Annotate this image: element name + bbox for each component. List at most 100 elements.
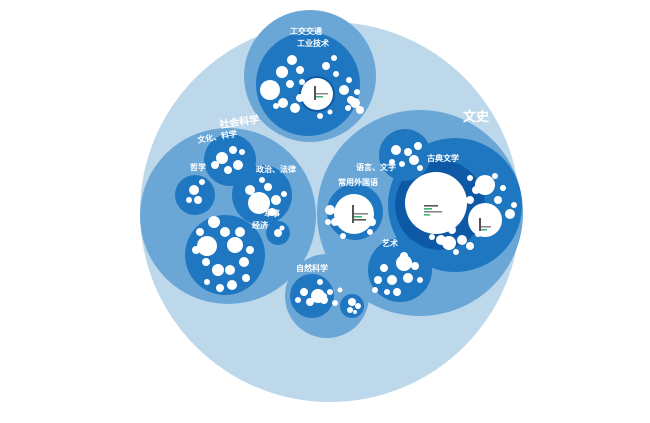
- small-leaf-bubble[interactable]: [409, 155, 419, 165]
- leaf-classic-main[interactable]: [405, 172, 467, 234]
- small-leaf-bubble[interactable]: [216, 284, 224, 292]
- small-leaf-bubble[interactable]: [393, 288, 401, 296]
- small-leaf-bubble[interactable]: [347, 307, 353, 313]
- small-leaf-bubble[interactable]: [274, 229, 282, 237]
- social-philosophy-circle[interactable]: [175, 175, 215, 215]
- small-leaf-bubble[interactable]: [384, 289, 390, 295]
- small-leaf-bubble[interactable]: [457, 235, 467, 245]
- small-leaf-bubble[interactable]: [242, 274, 250, 282]
- small-leaf-bubble[interactable]: [345, 105, 351, 111]
- small-leaf-bubble[interactable]: [227, 280, 237, 290]
- small-leaf-bubble[interactable]: [239, 149, 245, 155]
- small-leaf-bubble[interactable]: [220, 227, 230, 237]
- lit-art-circle[interactable]: [368, 238, 432, 302]
- small-leaf-bubble[interactable]: [325, 205, 335, 215]
- small-leaf-bubble[interactable]: [417, 165, 423, 171]
- small-leaf-bubble[interactable]: [350, 98, 360, 108]
- small-leaf-bubble[interactable]: [300, 288, 308, 296]
- small-leaf-bubble[interactable]: [414, 142, 422, 150]
- small-leaf-bubble[interactable]: [448, 226, 456, 234]
- small-leaf-bubble[interactable]: [354, 89, 360, 95]
- small-leaf-bubble[interactable]: [400, 252, 408, 260]
- small-leaf-bubble[interactable]: [391, 145, 401, 155]
- small-leaf-bubble[interactable]: [229, 146, 237, 154]
- small-leaf-bubble[interactable]: [211, 161, 219, 169]
- small-leaf-bubble[interactable]: [403, 273, 413, 283]
- small-leaf-bubble[interactable]: [489, 207, 495, 213]
- lit-language-circle[interactable]: [379, 129, 431, 181]
- small-leaf-bubble[interactable]: [332, 300, 338, 306]
- small-leaf-bubble[interactable]: [296, 94, 304, 102]
- small-leaf-bubble[interactable]: [216, 152, 228, 164]
- small-leaf-bubble[interactable]: [436, 235, 446, 245]
- small-leaf-bubble[interactable]: [372, 287, 378, 293]
- small-leaf-bubble[interactable]: [273, 103, 279, 109]
- small-leaf-bubble[interactable]: [467, 175, 473, 181]
- small-leaf-bubble[interactable]: [429, 234, 435, 240]
- small-leaf-bubble[interactable]: [322, 62, 330, 70]
- small-leaf-bubble[interactable]: [192, 246, 200, 254]
- small-leaf-bubble[interactable]: [356, 106, 364, 114]
- small-leaf-bubble[interactable]: [186, 197, 192, 203]
- small-leaf-bubble[interactable]: [317, 279, 323, 285]
- leaf-politics-main[interactable]: [248, 192, 270, 214]
- small-leaf-bubble[interactable]: [346, 77, 352, 83]
- small-leaf-bubble[interactable]: [194, 196, 202, 204]
- small-leaf-bubble[interactable]: [196, 228, 204, 236]
- small-leaf-bubble[interactable]: [411, 262, 419, 270]
- small-leaf-bubble[interactable]: [331, 218, 339, 226]
- small-leaf-bubble[interactable]: [417, 277, 423, 283]
- small-leaf-bubble[interactable]: [325, 219, 331, 225]
- small-leaf-bubble[interactable]: [331, 55, 337, 61]
- small-leaf-bubble[interactable]: [317, 113, 323, 119]
- small-leaf-bubble[interactable]: [404, 148, 412, 156]
- small-leaf-bubble[interactable]: [494, 196, 502, 204]
- small-leaf-bubble[interactable]: [355, 303, 361, 309]
- small-leaf-bubble[interactable]: [380, 264, 388, 272]
- small-leaf-bubble[interactable]: [374, 276, 382, 284]
- small-leaf-bubble[interactable]: [204, 279, 210, 285]
- small-leaf-bubble[interactable]: [235, 227, 245, 237]
- leaf-economy-main[interactable]: [197, 236, 217, 256]
- small-leaf-bubble[interactable]: [367, 229, 373, 235]
- small-leaf-bubble[interactable]: [296, 66, 304, 74]
- small-leaf-bubble[interactable]: [233, 160, 243, 170]
- small-leaf-bubble[interactable]: [348, 298, 356, 306]
- small-leaf-bubble[interactable]: [511, 202, 517, 208]
- small-leaf-bubble[interactable]: [340, 233, 346, 239]
- small-leaf-bubble[interactable]: [500, 185, 506, 191]
- small-leaf-bubble[interactable]: [264, 183, 272, 191]
- leaf-classic-side[interactable]: [468, 203, 502, 237]
- small-leaf-bubble[interactable]: [279, 225, 285, 231]
- small-leaf-bubble[interactable]: [202, 258, 210, 266]
- small-leaf-bubble[interactable]: [387, 275, 397, 285]
- small-leaf-bubble[interactable]: [199, 179, 205, 185]
- leaf-industry-left[interactable]: [260, 80, 280, 100]
- small-leaf-bubble[interactable]: [389, 159, 395, 165]
- small-leaf-bubble[interactable]: [287, 55, 297, 65]
- small-leaf-bubble[interactable]: [246, 246, 254, 254]
- leaf-art[interactable]: [396, 255, 412, 271]
- small-leaf-bubble[interactable]: [259, 177, 265, 183]
- small-leaf-bubble[interactable]: [268, 208, 276, 216]
- small-leaf-bubble[interactable]: [472, 186, 480, 194]
- small-leaf-bubble[interactable]: [245, 185, 255, 195]
- small-leaf-bubble[interactable]: [505, 209, 515, 219]
- small-leaf-bubble[interactable]: [224, 166, 232, 174]
- small-leaf-bubble[interactable]: [453, 249, 459, 255]
- small-leaf-bubble[interactable]: [466, 242, 474, 250]
- small-leaf-bubble[interactable]: [290, 103, 300, 113]
- small-leaf-bubble[interactable]: [239, 257, 249, 267]
- small-leaf-bubble[interactable]: [327, 109, 333, 115]
- small-leaf-bubble[interactable]: [492, 173, 498, 179]
- small-leaf-bubble[interactable]: [321, 293, 327, 299]
- small-leaf-bubble[interactable]: [466, 196, 474, 204]
- small-leaf-bubble[interactable]: [299, 79, 305, 85]
- small-leaf-bubble[interactable]: [333, 71, 339, 77]
- small-leaf-bubble[interactable]: [278, 98, 288, 108]
- small-leaf-bubble[interactable]: [353, 310, 357, 314]
- small-leaf-bubble[interactable]: [339, 85, 349, 95]
- small-leaf-bubble[interactable]: [399, 161, 405, 167]
- small-leaf-bubble[interactable]: [327, 289, 333, 295]
- small-leaf-bubble[interactable]: [306, 298, 314, 306]
